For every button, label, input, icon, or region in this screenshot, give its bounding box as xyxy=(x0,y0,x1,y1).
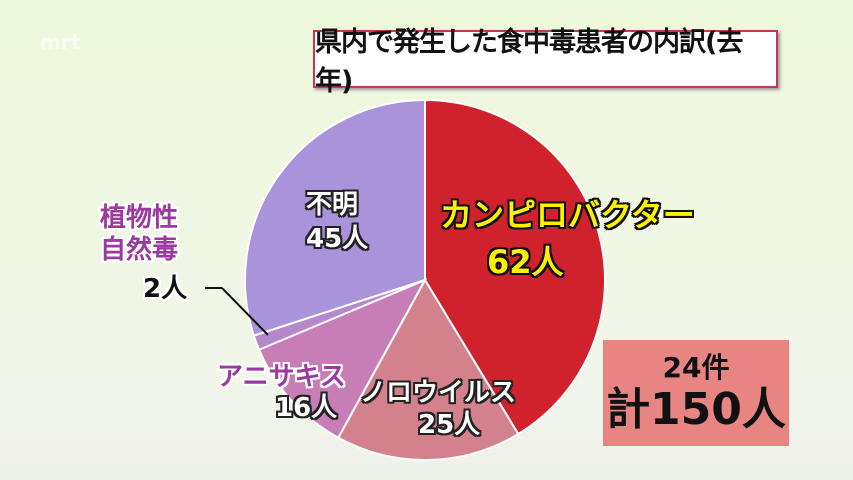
channel-logo: mrt xyxy=(40,30,81,54)
summary-total: 計150人 xyxy=(606,384,786,435)
pie-slice-0 xyxy=(424,98,606,436)
pie-slice-4 xyxy=(244,98,426,337)
leader-line-diag xyxy=(221,287,269,336)
label-plant-toxin-1: 植物性 xyxy=(100,203,179,233)
value-anisakis: 16人 xyxy=(275,393,338,423)
label-plant-toxin-2: 自然毒 xyxy=(100,235,179,265)
pie-slice-1 xyxy=(336,278,520,461)
label-campylobacter: カンピロバクター xyxy=(440,196,695,234)
value-norovirus: 25人 xyxy=(418,410,481,440)
label-unknown: 不明 xyxy=(306,190,359,220)
summary-box: 24件 計150人 xyxy=(603,340,789,446)
value-plant-toxin: 2人 xyxy=(143,274,188,304)
summary-cases: 24件 xyxy=(662,351,730,384)
value-unknown: 45人 xyxy=(306,224,369,254)
label-norovirus: ノロウイルス xyxy=(360,378,517,408)
value-campylobacter: 62人 xyxy=(487,243,564,281)
label-anisakis: アニサキス xyxy=(217,362,346,392)
pie-slice-2 xyxy=(257,277,428,440)
